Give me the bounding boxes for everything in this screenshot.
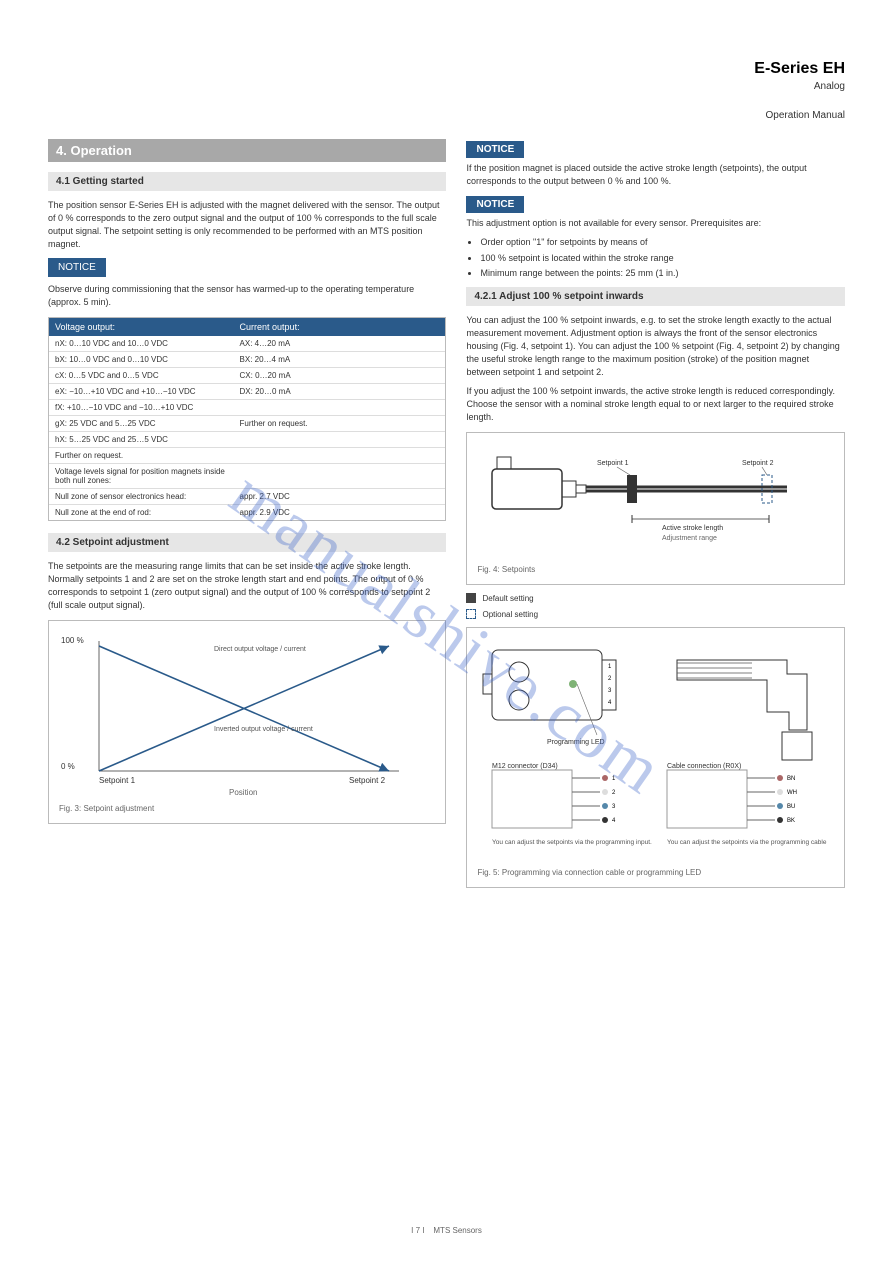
graph-xaxis: Position [229, 788, 257, 797]
svg-text:WH: WH [787, 790, 797, 796]
sensor-diagram: Setpoint 1 Setpoint 2 Active stroke leng… [466, 432, 845, 585]
svg-text:You can adjust the setpoints v: You can adjust the setpoints via the pro… [667, 839, 827, 846]
svg-text:Setpoint 1: Setpoint 1 [597, 460, 629, 467]
graph-legend-b: Inverted output voltage / current [214, 726, 313, 733]
setpoint-graph: 100 % 0 % Output voltage / current Setpo… [48, 620, 446, 824]
svg-text:You can adjust the setpoints v: You can adjust the setpoints via the pro… [492, 839, 652, 846]
legend-dashed: Optional setting [466, 609, 845, 619]
tech-table-row: gX: 25 VDC and 5…25 VDCFurther on reques… [49, 415, 445, 431]
svg-text:2: 2 [612, 790, 616, 796]
section-4-2-text: The setpoints are the measuring range li… [48, 560, 446, 612]
tech-table-row: eX: −10…+10 VDC and +10…−10 VDCDX: 20…0 … [49, 383, 445, 399]
section-4-2-title: 4.2 Setpoint adjustment [48, 533, 446, 552]
svg-text:2: 2 [608, 676, 612, 682]
graph-x2: Setpoint 2 [349, 776, 386, 785]
notice-badge-left: NOTICE [48, 258, 106, 277]
svg-text:BK: BK [787, 818, 795, 824]
product-sub: Analog [48, 81, 845, 92]
notice-text-r1: If the position magnet is placed outside… [466, 162, 845, 188]
svg-text:4: 4 [612, 818, 616, 824]
graph-legend-a: Direct output voltage / current [214, 646, 306, 653]
footer: I 7 I MTS Sensors [0, 1226, 893, 1235]
tech-table: Voltage output: Current output: nX: 0…10… [48, 317, 446, 521]
tech-table-head-left: Voltage output: [55, 322, 240, 332]
section-4-title: 4. Operation [48, 139, 446, 162]
notice-text-left: Observe during commissioning that the se… [48, 283, 446, 309]
tech-table-row: fX: +10…−10 VDC and −10…+10 VDC [49, 399, 445, 415]
svg-text:BU: BU [787, 804, 795, 810]
svg-text:Setpoint 2: Setpoint 2 [742, 460, 774, 467]
svg-text:Active stroke length: Active stroke length [662, 525, 723, 532]
tech-table-row: nX: 0…10 VDC and 10…0 VDCAX: 4…20 mA [49, 336, 445, 351]
tech-table-row: hX: 5…25 VDC and 25…5 VDC [49, 431, 445, 447]
swatch-dashed-icon [466, 609, 476, 619]
section-4-2-1-p1: You can adjust the 100 % setpoint inward… [466, 314, 845, 379]
section-4-1-text: The position sensor E-Series EH is adjus… [48, 199, 446, 251]
notice-badge-r2: NOTICE [466, 196, 524, 213]
fig5-label: Fig. 5: Programming via connection cable… [477, 868, 834, 877]
svg-text:M12 connector (D34): M12 connector (D34) [492, 763, 558, 770]
fig3-label: Fig. 3: Setpoint adjustment [59, 804, 435, 813]
svg-text:1: 1 [612, 776, 616, 782]
svg-text:3: 3 [612, 804, 616, 810]
tech-table-row: Null zone of sensor electronics head:app… [49, 488, 445, 504]
notice2-bullet: Minimum range between the points: 25 mm … [480, 267, 845, 281]
notice-badge-r1: NOTICE [466, 141, 524, 158]
svg-text:1: 1 [608, 664, 612, 670]
tech-table-row: Voltage levels signal for position magne… [49, 463, 445, 488]
notice-text-r2-intro: This adjustment option is not available … [466, 217, 845, 230]
legend-solid: Default setting [466, 593, 845, 603]
doc-type: Operation Manual [48, 110, 845, 121]
swatch-solid-icon [466, 593, 476, 603]
svg-text:3: 3 [608, 688, 612, 694]
graph-x1: Setpoint 1 [99, 776, 136, 785]
connector-diagram: 1 2 3 4 Programming LED [466, 627, 845, 888]
notice2-bullet: Order option "1" for setpoints by means … [480, 236, 845, 250]
svg-text:Adjustment range: Adjustment range [662, 535, 717, 542]
section-4-2-1-title: 4.2.1 Adjust 100 % setpoint inwards [466, 287, 845, 306]
graph-y0: 0 % [61, 762, 75, 771]
svg-text:Programming LED: Programming LED [547, 739, 605, 746]
product-title: E-Series EH [48, 60, 845, 78]
notice2-bullet: 100 % setpoint is located within the str… [480, 252, 845, 266]
tech-table-row: Null zone at the end of rod:appr. 2.9 VD… [49, 504, 445, 520]
tech-table-row: cX: 0…5 VDC and 0…5 VDCCX: 0…20 mA [49, 367, 445, 383]
section-4-1-title: 4.1 Getting started [48, 172, 446, 191]
svg-text:BN: BN [787, 776, 795, 782]
tech-table-row: Further on request. [49, 447, 445, 463]
graph-y100: 100 % [61, 636, 84, 645]
tech-table-head-right: Current output: [240, 322, 440, 332]
section-4-2-1-p2: If you adjust the 100 % setpoint inwards… [466, 385, 845, 424]
svg-text:Cable connection (R0X): Cable connection (R0X) [667, 763, 741, 770]
svg-text:4: 4 [608, 700, 612, 706]
notice2-bullets: Order option "1" for setpoints by means … [466, 236, 845, 281]
tech-table-row: bX: 10…0 VDC and 0…10 VDCBX: 20…4 mA [49, 351, 445, 367]
fig4-label: Fig. 4: Setpoints [477, 565, 834, 574]
